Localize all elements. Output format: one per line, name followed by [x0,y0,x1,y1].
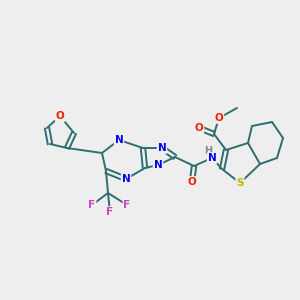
Text: N: N [115,135,123,145]
Text: N: N [154,160,162,170]
Text: F: F [106,207,114,217]
Text: H: H [204,146,212,156]
Text: O: O [56,111,64,121]
Text: F: F [123,200,130,210]
Text: N: N [158,143,166,153]
Text: O: O [214,113,224,123]
Text: N: N [208,153,216,163]
Text: O: O [195,123,203,133]
Text: F: F [88,200,96,210]
Text: N: N [122,174,130,184]
Text: S: S [236,178,244,188]
Text: O: O [188,177,196,187]
